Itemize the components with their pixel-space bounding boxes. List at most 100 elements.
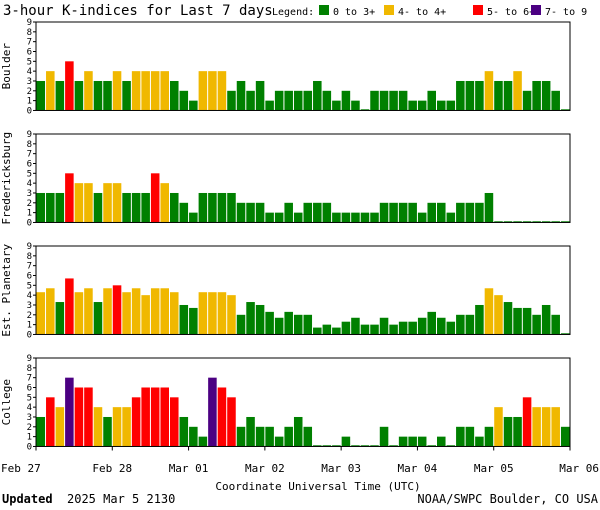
k-index-bar xyxy=(427,311,436,335)
k-index-bar xyxy=(227,90,236,111)
k-index-bar xyxy=(303,202,313,223)
y-tick-label: 6 xyxy=(27,383,32,393)
k-index-bar xyxy=(208,292,217,335)
k-index-bar xyxy=(408,436,417,447)
y-tick-label: 1 xyxy=(27,97,32,107)
k-index-bar xyxy=(475,80,484,111)
k-index-bar xyxy=(36,80,46,111)
k-index-bar xyxy=(112,183,122,223)
k-index-bar xyxy=(303,90,313,111)
k-index-bar xyxy=(160,288,169,335)
k-index-bar xyxy=(513,416,522,447)
y-tick-label: 9 xyxy=(27,242,32,252)
chart-title: 3-hour K-indices for Last 7 days xyxy=(3,3,273,19)
k-index-bar xyxy=(236,80,246,111)
k-index-bar xyxy=(560,109,570,111)
k-index-bar xyxy=(227,295,236,335)
k-index-bar xyxy=(84,387,93,447)
k-index-bar xyxy=(65,377,74,447)
k-index-bar xyxy=(551,314,560,335)
k-index-bar xyxy=(360,212,370,223)
k-index-bar xyxy=(274,90,284,111)
y-tick-label: 6 xyxy=(27,159,32,169)
y-tick-label: 3 xyxy=(27,189,32,199)
k-index-bar xyxy=(131,288,141,335)
k-index-bar xyxy=(332,100,341,111)
k-index-bar xyxy=(141,387,150,447)
k-index-bar xyxy=(417,100,427,111)
y-tick-label: 1 xyxy=(27,209,32,219)
k-index-bar xyxy=(227,397,236,447)
k-index-bar xyxy=(541,407,551,447)
k-index-bar xyxy=(408,321,417,335)
k-index-bar xyxy=(532,80,541,111)
updated-label: Updated xyxy=(2,492,53,506)
k-index-bar xyxy=(379,90,389,111)
k-index-bar xyxy=(503,80,513,111)
k-index-bar xyxy=(446,445,456,447)
k-index-bar xyxy=(131,192,141,223)
y-tick-label: 5 xyxy=(27,57,32,67)
k-index-bar xyxy=(322,90,332,111)
k-index-bar xyxy=(189,100,198,111)
k-index-bar xyxy=(417,317,427,335)
k-index-bar xyxy=(456,202,465,223)
k-index-bar xyxy=(284,311,293,335)
k-index-bar xyxy=(437,202,446,223)
y-tick-label: 8 xyxy=(27,28,32,38)
k-index-bar xyxy=(236,314,246,335)
y-tick-label: 5 xyxy=(27,281,32,291)
k-index-bar xyxy=(84,183,93,223)
k-index-bar xyxy=(389,445,398,447)
y-tick-label: 2 xyxy=(27,311,32,321)
x-axis-label: Coordinate Universal Time (UTC) xyxy=(215,480,420,493)
x-tick-label: Mar 01 xyxy=(169,462,209,475)
y-tick-label: 5 xyxy=(27,393,32,403)
k-index-bar xyxy=(55,302,65,335)
panels: 0123456789Boulder0123456789Fredericksbur… xyxy=(0,18,571,452)
panel-frame xyxy=(35,133,571,223)
legend-label: Legend: xyxy=(272,7,314,18)
k-index-bar xyxy=(131,71,141,111)
k-index-bar xyxy=(465,426,475,447)
k-index-bar xyxy=(417,212,427,223)
k-index-bar xyxy=(93,407,103,447)
k-index-bar xyxy=(475,436,484,447)
k-index-bar xyxy=(313,327,322,335)
k-index-bar xyxy=(341,436,351,447)
y-tick-label: 8 xyxy=(27,364,32,374)
legend: 0 to 3+ 4- to 4+ 5- to 6+ 7- to 9 xyxy=(319,5,587,18)
k-index-bar xyxy=(208,71,217,111)
k-index-bar xyxy=(551,90,560,111)
k-index-bar xyxy=(494,221,503,223)
k-index-bar xyxy=(227,192,236,223)
k-index-bar xyxy=(398,90,408,111)
k-index-bar xyxy=(313,445,322,447)
panel-label: College xyxy=(0,379,13,425)
k-index-bar xyxy=(522,221,532,223)
k-index-bar xyxy=(46,288,55,335)
k-index-bar xyxy=(46,397,55,447)
k-index-bar xyxy=(198,71,208,111)
k-index-bar xyxy=(65,61,74,111)
k-index-bar xyxy=(170,80,179,111)
y-tick-label: 9 xyxy=(27,130,32,140)
k-index-bar xyxy=(284,90,293,111)
k-index-bar xyxy=(36,292,46,335)
k-index-bar xyxy=(208,377,217,447)
k-index-bar xyxy=(217,387,227,447)
k-index-bar xyxy=(484,426,494,447)
legend-item-label: 0 to 3+ xyxy=(333,7,375,18)
y-tick-label: 1 xyxy=(27,433,32,443)
credit: NOAA/SWPC Boulder, CO USA xyxy=(417,492,598,506)
k-index-bar xyxy=(265,100,274,111)
k-index-bar xyxy=(351,212,360,223)
k-index-bar xyxy=(513,71,522,111)
k-index-bar xyxy=(522,90,532,111)
k-index-bar xyxy=(332,327,341,335)
k-index-bar xyxy=(150,288,160,335)
k-index-bar xyxy=(437,100,446,111)
k-index-bar xyxy=(55,80,65,111)
